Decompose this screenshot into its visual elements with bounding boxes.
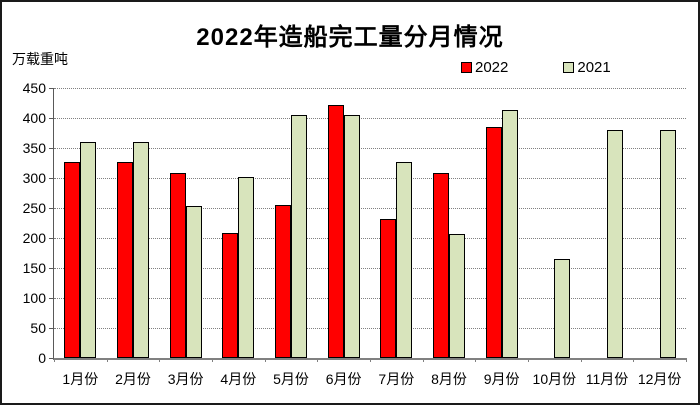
x-tick-4 — [264, 358, 266, 362]
y-tick-200 — [49, 238, 53, 239]
x-axis-label-m5: 5月份 — [273, 371, 309, 387]
bar-2022-m5 — [275, 205, 291, 358]
x-tick-10 — [580, 358, 582, 362]
bar-2021-m1 — [80, 142, 97, 358]
legend-label-2022: 2022 — [475, 59, 509, 76]
x-tick-0 — [54, 358, 55, 362]
gridline-200 — [54, 238, 686, 239]
bar-2022-m9 — [485, 127, 502, 358]
y-axis-label-150: 150 — [22, 260, 46, 276]
x-axis-label-m7: 7月份 — [378, 371, 415, 387]
y-axis-label-350: 350 — [22, 140, 46, 156]
gridline-100 — [54, 298, 686, 299]
x-axis-label-m2: 2月份 — [115, 371, 151, 387]
plot-area: 1月份 2月份 3月份 4月份 5月份 6月份 7月份 8月份 9月份 10月份 11月份 12月份 — [49, 88, 687, 387]
legend: 2022 2021 — [461, 60, 611, 75]
bar-2021-m9 — [501, 109, 518, 358]
y-axis-label-300: 300 — [22, 170, 46, 186]
y-tick-250 — [49, 208, 53, 209]
bar-2021-m4 — [238, 176, 255, 358]
x-tick-8 — [475, 358, 477, 362]
x-tick-2 — [159, 358, 161, 362]
x-axis-label-m4: 4月份 — [220, 371, 257, 387]
y-tick-100 — [49, 298, 53, 299]
y-axis-label-50: 50 — [30, 320, 46, 336]
bar-2022-m8 — [433, 172, 449, 358]
legend-swatch-2021 — [563, 62, 575, 73]
x-tick-3 — [212, 358, 213, 362]
bar-2021-m2 — [133, 142, 149, 358]
bar-2021-m8 — [449, 234, 465, 358]
gridline-300 — [54, 178, 686, 179]
y-tick-50 — [49, 328, 53, 329]
x-tick-5 — [317, 358, 319, 362]
bar-2022-m7 — [380, 218, 397, 358]
y-axis-label-250: 250 — [22, 200, 46, 216]
x-axis-label-m6: 6月份 — [325, 371, 362, 387]
x-tick-11 — [633, 358, 635, 362]
gridline-450 — [54, 88, 686, 89]
y-axis-label-450: 450 — [22, 80, 46, 96]
y-axis-label-400: 400 — [22, 110, 46, 126]
y-axis-label-0: 0 — [38, 350, 46, 366]
gridline-50 — [54, 328, 686, 329]
bar-2021-m3 — [185, 206, 202, 358]
x-tick-12 — [686, 358, 687, 362]
legend-item-2022: 2022 — [461, 60, 508, 75]
x-tick-6 — [370, 358, 371, 362]
bar-2021-m11 — [607, 130, 623, 358]
y-axis-label-200: 200 — [22, 230, 46, 246]
x-tick-1 — [106, 358, 108, 362]
y-tick-0 — [49, 358, 53, 359]
bar-2021-m12 — [659, 130, 676, 358]
x-tick-9 — [528, 358, 529, 362]
bar-2022-m1 — [64, 161, 81, 358]
x-tick-7 — [422, 358, 424, 362]
bar-2021-m6 — [343, 115, 360, 358]
legend-label-2021: 2021 — [577, 59, 611, 76]
bar-2022-m4 — [222, 232, 239, 358]
gridline-250 — [54, 208, 686, 209]
bar-2022-m3 — [169, 172, 186, 358]
legend-swatch-2022 — [461, 62, 472, 73]
gridline-150 — [54, 268, 686, 269]
x-axis-label-m3: 3月份 — [167, 371, 204, 387]
bar-2021-m7 — [396, 162, 413, 358]
x-axis-label-m1: 1月份 — [62, 371, 99, 387]
x-axis-label-m8: 8月份 — [431, 371, 467, 387]
y-tick-350 — [49, 148, 53, 149]
bar-2021-m10 — [554, 259, 571, 358]
y-tick-300 — [49, 178, 53, 179]
y-axis-unit-label: 万载重吨 — [12, 51, 68, 67]
bar-2021-m5 — [291, 115, 307, 358]
y-tick-400 — [49, 118, 53, 119]
legend-item-2021: 2021 — [563, 59, 611, 76]
y-tick-150 — [49, 268, 53, 269]
chart-title: 2022年造船完工量分月情况 — [196, 24, 504, 51]
x-axis-label-m10: 10月份 — [532, 371, 577, 387]
x-axis-label-m9: 9月份 — [483, 371, 520, 387]
y-tick-450 — [49, 88, 53, 89]
gridline-400 — [54, 118, 686, 119]
gridline-350 — [54, 148, 686, 149]
x-axis-label-m12: 12月份 — [637, 371, 682, 387]
x-axis-label-m11: 11月份 — [585, 371, 629, 387]
bar-2022-m6 — [327, 104, 344, 358]
y-axis-label-100: 100 — [22, 290, 46, 306]
bar-2022-m2 — [117, 161, 133, 358]
